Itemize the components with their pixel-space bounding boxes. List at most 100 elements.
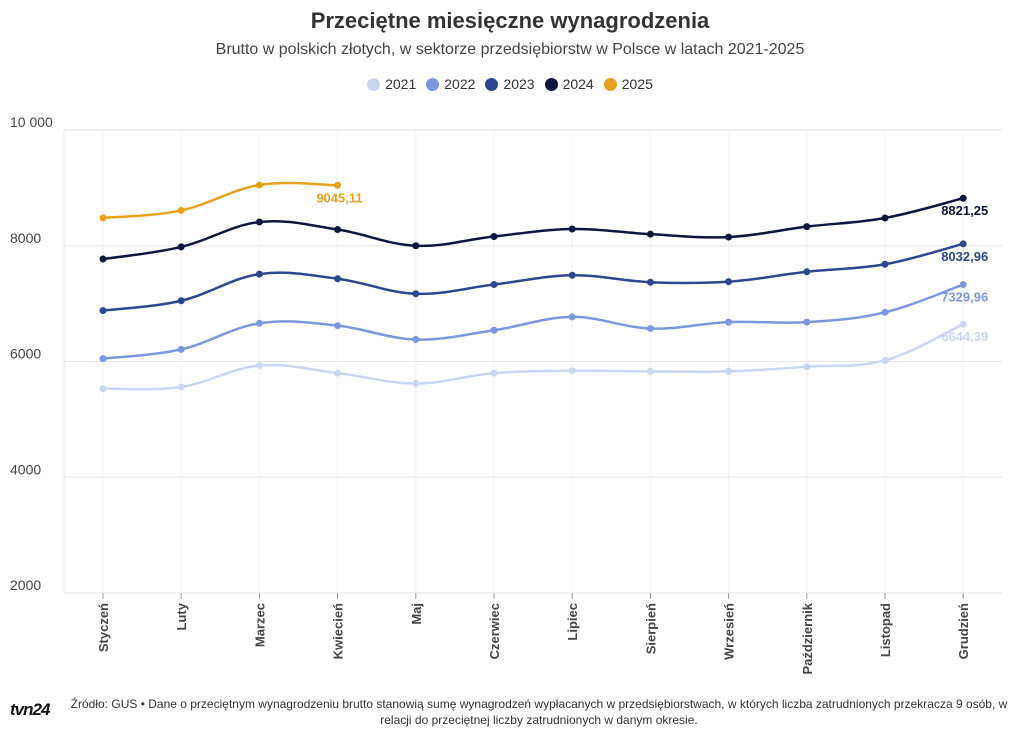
chart-subtitle: Brutto w polskich złotych, w sektorze pr… bbox=[215, 41, 805, 58]
legend-swatch bbox=[603, 77, 617, 91]
data-point-2021 bbox=[568, 367, 576, 375]
legend-item-2023[interactable]: 2023 bbox=[485, 76, 535, 92]
series-line-2023 bbox=[102, 242, 964, 312]
x-tick-label: Luty bbox=[174, 602, 189, 630]
data-point-2023 bbox=[725, 278, 733, 286]
data-label-2025: 9045,11 bbox=[316, 190, 362, 205]
legend-label: 2022 bbox=[444, 76, 476, 92]
x-tick-label: Styczeń bbox=[96, 603, 111, 652]
x-tick-label: Czerwiec bbox=[487, 603, 502, 659]
y-tick-label: 10 000 bbox=[10, 114, 53, 130]
x-tick-label: Lipiec bbox=[565, 603, 580, 641]
legend-item-2021[interactable]: 2021 bbox=[367, 76, 416, 92]
legend-label: 2024 bbox=[562, 76, 594, 92]
data-point-2023 bbox=[412, 290, 420, 298]
data-point-2021 bbox=[334, 369, 342, 377]
data-point-2021 bbox=[99, 385, 107, 393]
data-label-2024: 8821,25 bbox=[941, 203, 988, 218]
data-point-2025 bbox=[334, 181, 342, 189]
data-point-2023 bbox=[490, 281, 498, 289]
data-point-2024 bbox=[725, 233, 733, 241]
data-point-2024 bbox=[412, 242, 420, 250]
data-point-2022 bbox=[334, 322, 342, 330]
data-point-2024 bbox=[881, 214, 889, 222]
data-point-2024 bbox=[490, 232, 498, 240]
x-tick-label: Maj bbox=[409, 603, 424, 625]
data-point-2021 bbox=[490, 369, 498, 377]
data-point-2022 bbox=[177, 345, 185, 353]
data-point-2023 bbox=[646, 278, 654, 286]
data-point-2024 bbox=[959, 194, 967, 202]
series-line-2021 bbox=[102, 323, 964, 391]
x-tick-label: Grudzień bbox=[956, 603, 971, 659]
data-point-2022 bbox=[568, 313, 576, 321]
data-point-2022 bbox=[803, 318, 811, 326]
data-point-2021 bbox=[803, 363, 811, 371]
data-point-2022 bbox=[646, 325, 654, 333]
line-chart: 2000 4000 6000 8000 10 000 Styczeń Luty Marzec K… bbox=[10, 114, 1002, 675]
x-tick-label: Marzec bbox=[252, 603, 267, 647]
series-line-2025 bbox=[102, 181, 338, 220]
x-tick-label: Sierpień bbox=[643, 603, 658, 654]
data-point-2024 bbox=[99, 255, 107, 263]
data-point-2024 bbox=[646, 230, 654, 238]
data-point-2023 bbox=[881, 260, 889, 268]
data-point-2024 bbox=[255, 218, 263, 226]
data-point-2021 bbox=[959, 320, 967, 328]
x-tick-label: Październik bbox=[800, 602, 815, 674]
y-tick-label: 4000 bbox=[10, 461, 41, 477]
data-point-2022 bbox=[490, 326, 498, 334]
data-point-2024 bbox=[334, 226, 342, 234]
data-point-2023 bbox=[334, 275, 342, 283]
legend-item-2025[interactable]: 2025 bbox=[603, 76, 653, 92]
y-tick-label: 2000 bbox=[10, 577, 41, 593]
legend-label: 2025 bbox=[621, 76, 653, 92]
data-point-2023 bbox=[959, 240, 967, 248]
x-tick-label: Wrzesień bbox=[722, 603, 737, 660]
data-point-2023 bbox=[255, 270, 263, 278]
data-point-2025 bbox=[255, 181, 263, 189]
y-tick-label: 6000 bbox=[10, 346, 41, 362]
data-point-2022 bbox=[725, 318, 733, 326]
y-tick-label: 8000 bbox=[10, 230, 41, 246]
data-point-2023 bbox=[99, 307, 107, 315]
data-point-2024 bbox=[177, 243, 185, 251]
legend-item-2024[interactable]: 2024 bbox=[544, 76, 594, 92]
legend-swatch bbox=[544, 77, 558, 91]
data-point-2022 bbox=[412, 336, 420, 344]
source-note: Źródło: GUS • Dane o przeciętnym wynagro… bbox=[70, 697, 1008, 727]
legend-swatch bbox=[426, 77, 440, 91]
data-point-2023 bbox=[803, 268, 811, 276]
data-label-2023: 8032,96 bbox=[941, 249, 988, 264]
data-point-2021 bbox=[725, 367, 733, 375]
data-point-2021 bbox=[177, 383, 185, 391]
data-point-2021 bbox=[412, 379, 420, 387]
data-label-2022: 7329,96 bbox=[941, 290, 988, 305]
x-tick-label: Listopad bbox=[878, 603, 893, 657]
data-label-2021: 6644,39 bbox=[941, 329, 988, 344]
data-point-2025 bbox=[99, 214, 107, 222]
chart-legend: 2021 2022 2023 2024 2025 bbox=[0, 76, 1020, 92]
data-point-2022 bbox=[255, 319, 263, 327]
data-point-2021 bbox=[646, 367, 654, 375]
data-point-2025 bbox=[177, 206, 185, 214]
data-point-2021 bbox=[881, 356, 889, 364]
series-line-2024 bbox=[102, 197, 964, 261]
legend-item-2022[interactable]: 2022 bbox=[426, 76, 475, 92]
data-point-2023 bbox=[568, 271, 576, 279]
series-line-2022 bbox=[102, 283, 964, 360]
data-point-2021 bbox=[255, 362, 263, 370]
legend-swatch bbox=[485, 77, 499, 91]
tvn24-logo: tvn24 bbox=[10, 700, 50, 719]
legend-label: 2021 bbox=[385, 76, 417, 92]
chart-title: Przeciętne miesięczne wynagrodzenia bbox=[310, 8, 710, 33]
legend-label: 2023 bbox=[503, 76, 535, 92]
data-point-2024 bbox=[568, 225, 576, 233]
data-point-2022 bbox=[99, 355, 107, 363]
x-tick-label: Kwiecień bbox=[331, 603, 346, 659]
data-point-2022 bbox=[881, 308, 889, 316]
data-point-2023 bbox=[177, 297, 185, 305]
data-point-2024 bbox=[803, 223, 811, 231]
legend-swatch bbox=[367, 77, 381, 91]
data-point-2022 bbox=[959, 281, 967, 289]
